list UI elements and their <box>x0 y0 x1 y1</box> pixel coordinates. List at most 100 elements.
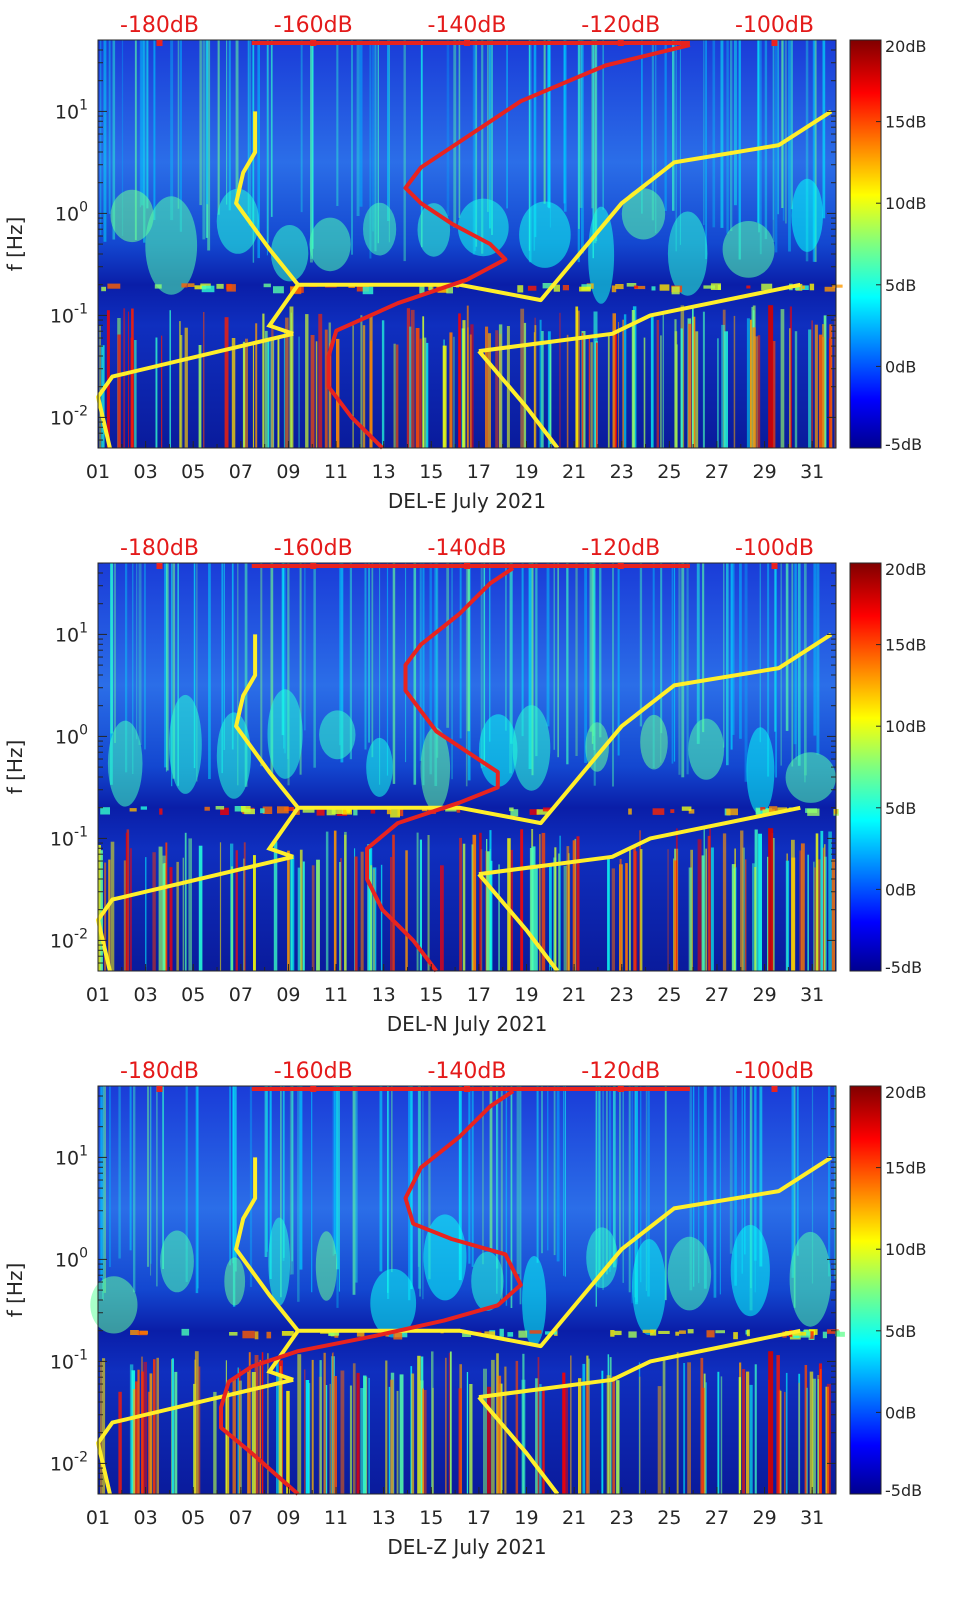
spectrogram-stripe <box>784 1391 786 1494</box>
colorbar-label: 0dB <box>885 880 916 899</box>
spectrogram-streak <box>121 40 124 236</box>
spectrogram-streak <box>459 563 462 739</box>
microseism-blob <box>791 178 823 252</box>
spectrogram-streak <box>138 563 142 745</box>
spectrogram-stripe <box>363 1375 367 1494</box>
spectrogram-stripe <box>360 315 363 448</box>
x-tick-label: 17 <box>467 984 491 1006</box>
colorbar <box>849 39 882 449</box>
spectrogram-stripe <box>695 331 699 448</box>
microseism-blob <box>519 201 571 268</box>
noise-band-fleck <box>703 285 715 289</box>
spectrogram-streak <box>777 40 779 215</box>
x-tick-label: 15 <box>419 984 443 1006</box>
spectrogram-streak <box>422 1086 424 1300</box>
noise-band-fleck <box>273 286 284 294</box>
spectrogram-stripe <box>251 1372 256 1494</box>
spectrogram-stripe <box>422 316 425 448</box>
y-tick-label: 10-2 <box>50 926 88 952</box>
spectrogram-stripe <box>705 1382 707 1494</box>
spectrogram-stripe <box>367 844 371 971</box>
microseism-blob <box>363 202 397 256</box>
spectrogram-streak <box>379 563 381 785</box>
spectrogram-stripe <box>254 1355 259 1494</box>
spectrogram-stripe <box>822 847 825 971</box>
spectrogram-stripe <box>219 842 222 971</box>
spectrogram-streak <box>446 40 450 217</box>
spectrogram-streak <box>764 40 768 240</box>
spectrogram-stripe <box>703 828 705 971</box>
colorbar-label: 15dB <box>885 1159 927 1178</box>
spectrogram-stripe <box>409 326 412 448</box>
x-tick-label: 29 <box>752 461 776 483</box>
spectrogram-streak <box>134 40 137 240</box>
spectrogram-stripe <box>102 1358 106 1494</box>
microseism-blob <box>512 705 551 791</box>
spectrogram-streak <box>730 563 733 750</box>
noise-band-fleck <box>536 809 549 815</box>
spectrogram-streak <box>785 40 787 224</box>
spectrogram-streak <box>828 1086 831 1277</box>
spectrogram-streak <box>195 1086 199 1294</box>
spectrogram-stripe <box>616 1380 620 1494</box>
spectrogram-stripe <box>688 323 692 448</box>
spectrogram-streak <box>103 1086 106 1293</box>
noise-band-fleck <box>777 807 788 811</box>
spectrogram-stripe <box>745 859 747 971</box>
spectrogram-stripe <box>100 850 103 971</box>
spectrogram-stripe <box>623 314 627 448</box>
x-tick-label: 31 <box>800 461 824 483</box>
spectrogram-streak <box>640 1086 642 1283</box>
spectrogram-stripe <box>462 843 466 971</box>
median-psd-curve <box>326 43 691 450</box>
spectrogram-stripe <box>488 333 491 448</box>
spectrogram-streak <box>419 563 422 761</box>
microseism-blob <box>667 1236 712 1311</box>
spectrogram-streak <box>592 40 594 259</box>
spectrogram-streak <box>804 563 806 783</box>
spectrogram-stripe <box>287 850 290 971</box>
spectrogram-stripe <box>369 316 373 448</box>
spectrogram-stripe <box>255 323 258 448</box>
spectrogram-streak <box>597 1086 600 1289</box>
noise-band-fleck <box>553 284 560 292</box>
spectrogram-streak <box>377 40 379 244</box>
spectrogram-streak <box>651 40 655 221</box>
x-tick-label: 25 <box>657 461 681 483</box>
noise-band-fleck <box>154 284 162 289</box>
spectrogram-stripe <box>522 1353 525 1494</box>
spectrogram-stripe <box>752 327 756 448</box>
colorbar-label: 10dB <box>885 1240 927 1259</box>
spectrogram-stripe <box>754 336 759 448</box>
spectrogram-streak <box>179 40 182 232</box>
top-db-label: -100dB <box>735 536 814 561</box>
microseism-blob <box>107 720 143 807</box>
spectrogram-streak <box>577 40 580 263</box>
spectrogram-stripe <box>129 848 132 971</box>
spectrogram-stripe <box>396 1390 399 1494</box>
spectrogram-stripe <box>248 1352 251 1494</box>
y-tick-label: 100 <box>55 199 88 225</box>
noise-band-fleck <box>326 807 336 816</box>
spectrogram-streak <box>228 40 231 211</box>
spectrogram-streak <box>795 563 797 760</box>
x-tick-label: 23 <box>610 461 634 483</box>
spectrogram-streak <box>193 563 196 769</box>
spectrogram-streak <box>110 563 114 734</box>
x-tick-label: 15 <box>419 461 443 483</box>
spectrogram-stripe <box>198 845 203 971</box>
spectrogram-streak <box>634 1086 636 1298</box>
spectrogram-streak <box>543 40 546 204</box>
spectrogram-stripe <box>395 344 399 448</box>
microseism-blob <box>309 217 351 272</box>
noise-band-fleck <box>484 1331 495 1338</box>
spectrogram-streak <box>270 563 274 774</box>
y-tick-label: 101 <box>55 620 88 646</box>
x-tick-label: 09 <box>276 461 300 483</box>
noise-band-fleck <box>244 808 255 815</box>
colorbar-label: 15dB <box>885 636 927 655</box>
spectrogram-stripe <box>184 327 188 448</box>
spectrogram-stripe <box>171 1358 174 1494</box>
spectrogram-streak <box>451 563 453 780</box>
